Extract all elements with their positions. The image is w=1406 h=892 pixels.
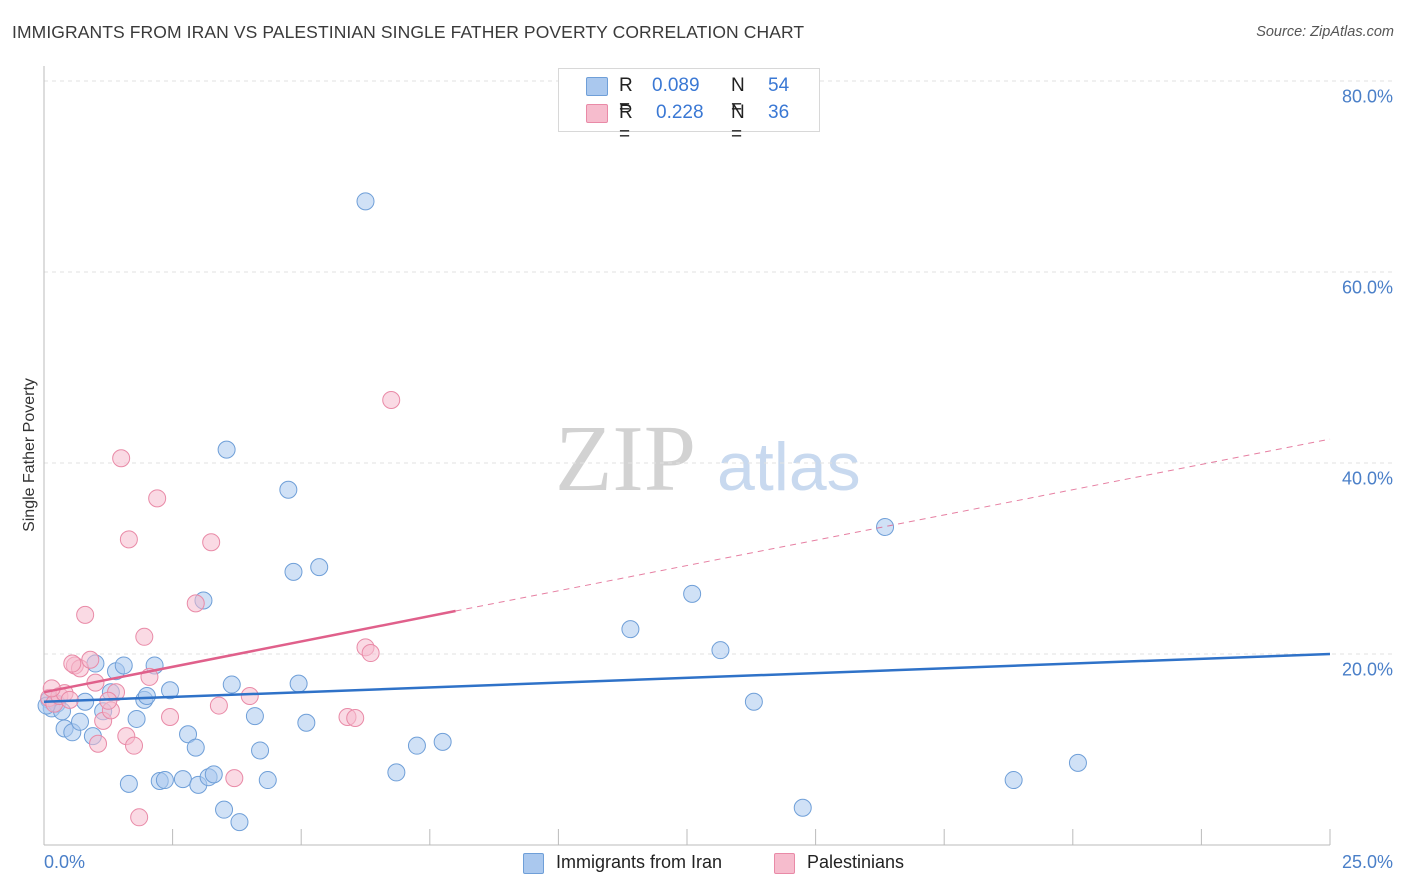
iran-point (433, 732, 452, 751)
iran-point (173, 770, 192, 789)
source-note: Source: ZipAtlas.com (1256, 24, 1394, 40)
palestinian-point (240, 687, 259, 706)
palestinians-swatch (586, 104, 608, 123)
iran-point (215, 800, 234, 819)
y-tick-label: 80.0% (1341, 86, 1393, 107)
palestinian-point (119, 530, 138, 549)
iran-point (289, 674, 308, 693)
palestinian-point (161, 708, 180, 727)
iran-point (71, 712, 90, 731)
iran-point (258, 771, 277, 790)
palestinian-point (89, 734, 108, 753)
legend-n-value: 54 (768, 75, 790, 96)
iran-point (1004, 771, 1023, 790)
y-tick-label: 20.0% (1341, 659, 1393, 680)
palestinian-trend-line-extension (455, 438, 1331, 612)
legend-r-value: 0.228 (656, 102, 704, 123)
iran-trend-line (43, 652, 1331, 703)
y-tick-label: 40.0% (1341, 468, 1393, 489)
legend-r-label: R = (619, 102, 633, 145)
palestinian-point (125, 736, 144, 755)
palestinian-point (135, 627, 154, 646)
iran-point (230, 813, 249, 832)
iran-point (217, 440, 236, 459)
palestinian-trend-line (43, 609, 456, 694)
iran-point (387, 763, 406, 782)
legend-n-label: N = (731, 102, 745, 145)
palestinian-point (186, 594, 205, 613)
iran-point (407, 736, 426, 755)
palestinian-point (63, 654, 82, 673)
legend-r-label: R = (619, 75, 633, 118)
iran-point (245, 707, 264, 726)
iran-point (251, 741, 270, 760)
iran-point (711, 641, 730, 660)
palestinian-point (81, 650, 100, 669)
palestinian-point (202, 533, 221, 552)
legend-r-value: 0.089 (652, 75, 700, 96)
iran-point (284, 562, 303, 581)
iran-point (356, 192, 375, 211)
x-tick-label-min: 0.0% (44, 852, 86, 872)
correlation-legend: R = 0.089 N = 54 R = 0.228 N = 36 (558, 68, 820, 145)
iran-point (76, 692, 95, 711)
palestinian-point (130, 808, 149, 827)
iran-point (876, 517, 895, 536)
iran-point (222, 675, 241, 694)
iran-swatch (523, 853, 544, 874)
legend-label-iran: Immigrants from Iran (556, 852, 723, 872)
y-tick-label: 60.0% (1341, 277, 1393, 298)
palestinians-swatch (774, 853, 795, 874)
iran-swatch (586, 77, 608, 96)
iran-point (127, 709, 146, 728)
iran-point (119, 774, 138, 793)
iran-point (186, 738, 205, 757)
iran-point (683, 584, 702, 603)
legend-n-value: 36 (768, 102, 790, 123)
iran-point (204, 765, 223, 784)
palestinian-point (148, 489, 167, 508)
iran-point (155, 771, 174, 790)
iran-point (1068, 753, 1087, 772)
legend-label-palestinians: Palestinians (807, 852, 905, 872)
watermark-zip: ZIP (555, 407, 696, 511)
palestinian-point (382, 390, 401, 409)
palestinian-point (346, 708, 365, 727)
watermark-atlas: atlas (717, 429, 861, 505)
chart-title: IMMIGRANTS FROM IRAN VS PALESTINIAN SING… (12, 22, 805, 42)
iran-point (114, 656, 133, 675)
iran-point (137, 687, 156, 706)
palestinian-point (76, 605, 95, 624)
iran-point (161, 681, 180, 700)
palestinian-point (112, 449, 131, 468)
palestinian-point (225, 769, 244, 788)
x-tick-label-max: 25.0% (1341, 852, 1393, 872)
iran-point (279, 480, 298, 499)
iran-point (310, 558, 329, 577)
palestinian-point (209, 696, 228, 715)
iran-point (297, 713, 316, 732)
iran-point (744, 692, 763, 711)
legend-n-label: N = (731, 75, 745, 118)
iran-point (621, 620, 640, 639)
iran-point (179, 725, 198, 744)
palestinian-point (361, 644, 380, 663)
iran-point (793, 798, 812, 817)
